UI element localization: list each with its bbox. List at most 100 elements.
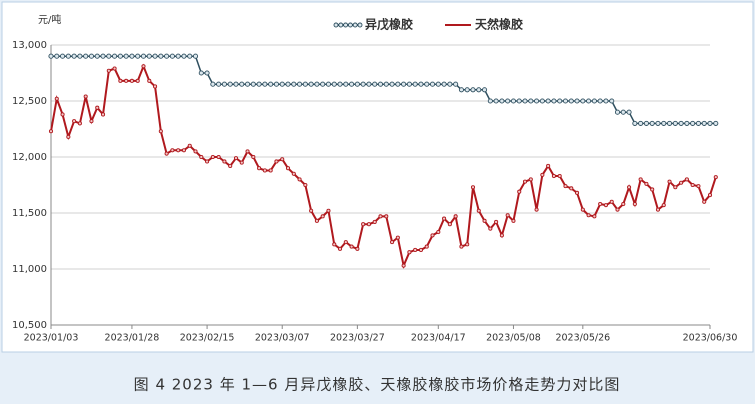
data-point xyxy=(430,233,435,238)
data-point xyxy=(77,53,83,59)
data-point xyxy=(262,81,268,87)
data-point xyxy=(401,263,406,268)
data-point xyxy=(274,159,279,164)
data-point xyxy=(291,171,296,176)
data-point xyxy=(164,53,170,59)
data-point xyxy=(291,81,297,87)
data-point xyxy=(117,53,123,59)
data-point xyxy=(389,81,395,87)
data-point xyxy=(627,185,632,190)
data-point xyxy=(546,163,551,169)
data-point xyxy=(268,81,274,87)
data-point xyxy=(71,53,77,59)
data-point xyxy=(643,120,649,126)
data-point xyxy=(568,98,574,104)
data-point xyxy=(314,218,319,223)
data-point xyxy=(609,199,614,204)
data-point xyxy=(95,105,100,110)
data-point xyxy=(413,247,418,253)
legend-label: 异戊橡胶 xyxy=(365,17,413,32)
data-point xyxy=(250,81,256,87)
data-point xyxy=(337,246,343,251)
data-point xyxy=(83,94,88,99)
data-point xyxy=(199,154,204,160)
data-point xyxy=(314,81,320,87)
data-point xyxy=(626,109,632,115)
x-tick-label: 2023/05/08 xyxy=(486,333,541,344)
data-point xyxy=(614,109,621,115)
data-point xyxy=(360,81,366,87)
data-point xyxy=(528,98,534,104)
legend-marker xyxy=(343,22,349,28)
data-point xyxy=(488,226,493,231)
data-point xyxy=(574,98,580,104)
data-point xyxy=(94,53,100,59)
data-point xyxy=(297,177,302,182)
data-point xyxy=(297,81,303,87)
data-point xyxy=(615,207,620,212)
x-tick-label: 2023/03/07 xyxy=(255,333,310,344)
data-point xyxy=(273,81,279,87)
data-point xyxy=(198,70,204,76)
data-point xyxy=(233,81,239,87)
data-point xyxy=(707,193,713,198)
data-point xyxy=(562,98,569,104)
data-point xyxy=(499,98,505,104)
data-point xyxy=(158,129,163,134)
data-point xyxy=(54,96,59,101)
data-point xyxy=(309,208,314,213)
data-point xyxy=(545,98,551,104)
data-point xyxy=(378,214,383,219)
data-point xyxy=(591,98,597,104)
data-point xyxy=(48,129,54,134)
data-point xyxy=(227,81,233,87)
data-point xyxy=(279,81,285,87)
data-point xyxy=(60,112,65,117)
data-point xyxy=(696,184,701,189)
data-point xyxy=(684,120,690,126)
data-point xyxy=(210,81,216,87)
data-point xyxy=(343,81,349,87)
data-point xyxy=(83,53,89,59)
data-point xyxy=(285,81,291,87)
data-point xyxy=(147,78,152,83)
data-point xyxy=(569,186,574,191)
data-point xyxy=(678,120,684,126)
data-point xyxy=(655,207,661,212)
data-point xyxy=(106,53,112,59)
data-point xyxy=(384,214,389,219)
data-point xyxy=(222,159,227,164)
data-point xyxy=(453,81,459,87)
data-point xyxy=(574,190,580,195)
x-tick-label: 2023/01/28 xyxy=(105,333,160,344)
caption: 图 4 2023 年 1—6 月异戊橡胶、天橡胶橡胶市场价格走势力对比图 xyxy=(134,376,621,394)
data-point xyxy=(447,222,452,227)
data-point xyxy=(551,173,556,179)
data-point xyxy=(354,81,360,87)
data-point xyxy=(123,53,129,59)
data-point xyxy=(465,242,470,247)
data-point xyxy=(713,175,718,180)
data-point xyxy=(112,53,118,59)
data-point xyxy=(170,148,175,153)
data-point xyxy=(216,81,222,87)
data-point xyxy=(129,78,134,83)
y-tick-label: 12,500 xyxy=(12,96,47,107)
data-point xyxy=(458,87,464,93)
data-point xyxy=(557,173,562,179)
data-point xyxy=(158,53,164,59)
data-point xyxy=(181,53,187,59)
data-point xyxy=(187,143,192,148)
data-point xyxy=(534,98,540,104)
data-point xyxy=(603,98,609,104)
data-point xyxy=(586,213,591,218)
data-point xyxy=(632,120,638,126)
data-point xyxy=(666,120,673,126)
data-point xyxy=(308,81,314,87)
legend-label: 天然橡胶 xyxy=(475,17,523,32)
data-point xyxy=(337,81,343,87)
data-point xyxy=(412,81,418,87)
data-point xyxy=(690,182,695,188)
legend-marker xyxy=(357,22,363,28)
data-point xyxy=(482,87,488,93)
